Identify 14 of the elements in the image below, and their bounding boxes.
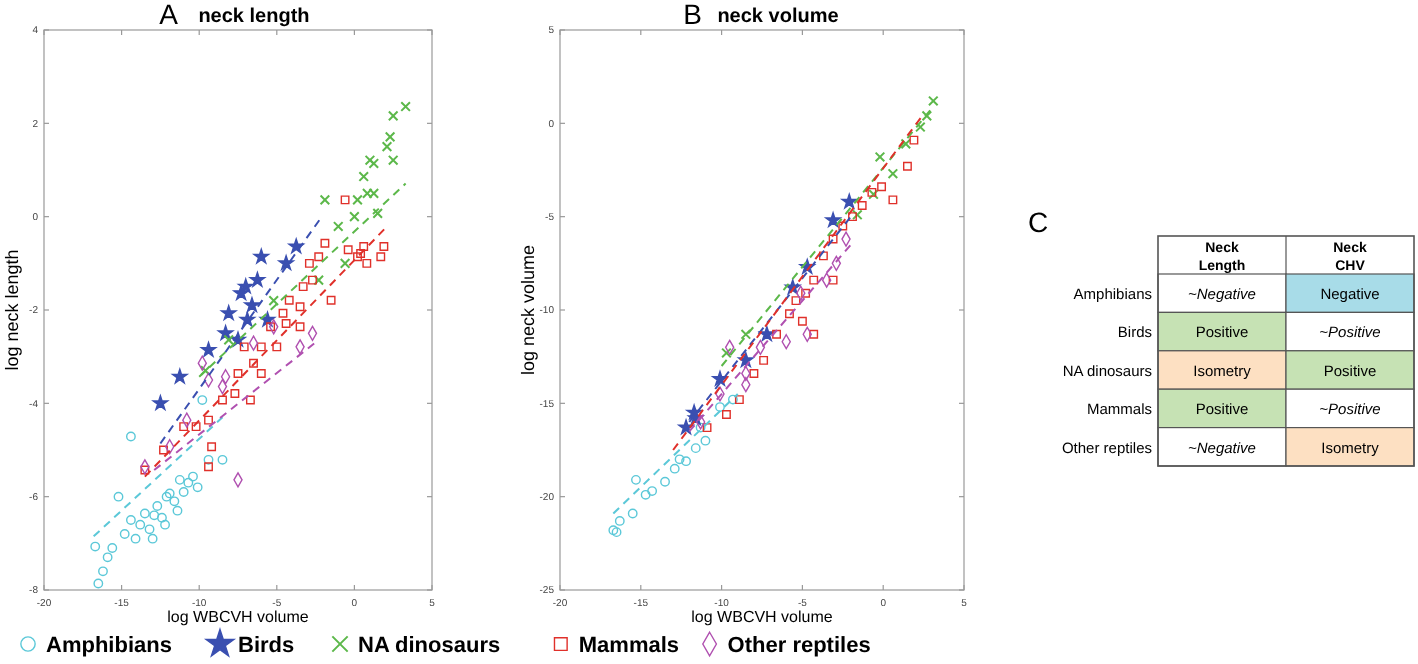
legend-label: Birds bbox=[238, 634, 295, 658]
y-axis-title: log neck volume bbox=[518, 244, 538, 376]
x-axis-title: log WBCVH volume bbox=[167, 608, 310, 626]
legend-label: Other reptiles bbox=[727, 634, 871, 658]
text: C bbox=[1028, 206, 1049, 238]
annotation: B bbox=[683, 0, 702, 30]
x-axis-title: log WBCVH volume bbox=[691, 608, 834, 626]
legend-label: Mammals bbox=[578, 634, 680, 658]
legend-label: NA dinosaurs bbox=[358, 634, 501, 658]
chart-title: neck length bbox=[198, 6, 310, 28]
legend-label: Amphibians bbox=[46, 634, 172, 658]
chart-title: neck volume bbox=[717, 6, 840, 28]
annotation: A bbox=[159, 0, 180, 30]
y-axis-title: log neck length bbox=[2, 249, 22, 371]
